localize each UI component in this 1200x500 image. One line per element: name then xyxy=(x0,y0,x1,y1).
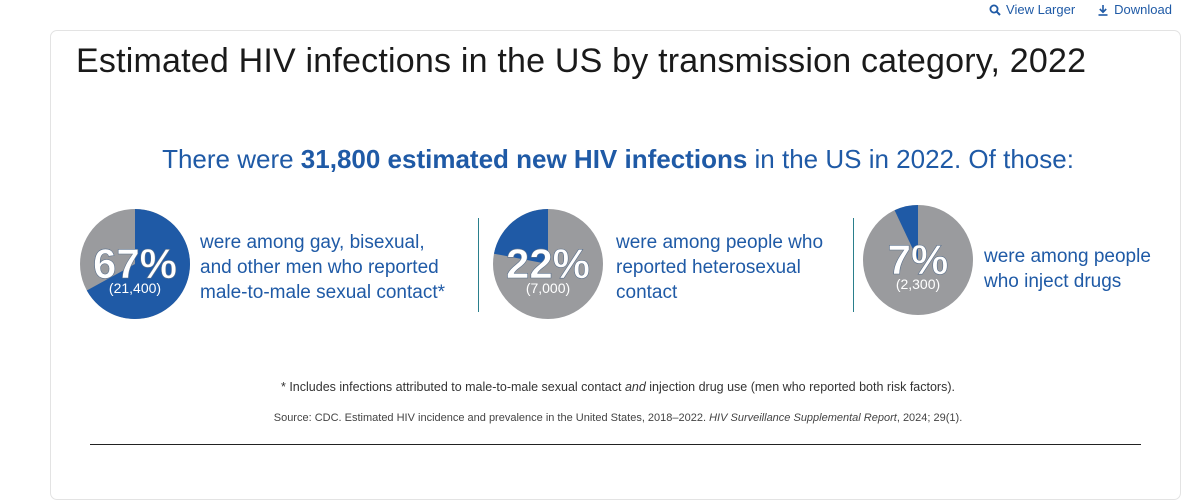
pie-percent-label-msm: 67% xyxy=(93,240,177,287)
source-citation: Source: CDC. Estimated HIV incidence and… xyxy=(0,412,1200,424)
slice-description-msm: were among gay, bisexual, and other men … xyxy=(200,232,445,303)
footnote-before: * Includes infections attributed to male… xyxy=(281,380,625,394)
pie-count-label-idu: (2,300) xyxy=(896,276,940,292)
headline-prefix: There were xyxy=(162,144,301,174)
download-label: Download xyxy=(1114,2,1172,17)
pie-slice-idu xyxy=(894,205,918,260)
pie-percent-label-heterosexual: 22% xyxy=(506,240,590,287)
pie-count-label-heterosexual: (7,000) xyxy=(526,280,570,296)
source-after: , 2024; 29(1). xyxy=(896,412,963,424)
headline-bold: 31,800 estimated new HIV infections xyxy=(300,144,748,174)
source-italic: HIV Surveillance Supplemental Report xyxy=(709,412,897,424)
pie-count-label-msm: (21,400) xyxy=(109,280,161,296)
chart-title: Estimated HIV infections in the US by tr… xyxy=(76,42,1087,80)
slice-description-heterosexual: were among people who reported heterosex… xyxy=(616,232,824,303)
pie-slice-msm xyxy=(86,209,190,319)
pie-percent-label-idu: 7% xyxy=(888,236,949,283)
download-link[interactable]: Download xyxy=(1097,2,1172,17)
footnote-after: injection drug use (men who reported bot… xyxy=(645,380,955,394)
download-icon xyxy=(1098,4,1108,16)
slice-description-idu: were among people who inject drugs xyxy=(984,246,1151,292)
divider-2 xyxy=(853,218,854,312)
headline: There were 31,800 estimated new HIV infe… xyxy=(0,144,1200,175)
magnifier-icon xyxy=(989,4,1001,16)
source-before: Source: CDC. Estimated HIV incidence and… xyxy=(273,412,710,424)
pie-charts: 67%(21,400) 22%(7,000) 7%(2,300) xyxy=(80,205,973,319)
footnote-italic: and xyxy=(624,380,646,394)
pie-slice-heterosexual xyxy=(493,209,548,264)
divider-1 xyxy=(478,218,479,312)
figure-toolbar: View Larger Download xyxy=(989,2,1172,17)
view-larger-label: View Larger xyxy=(1006,2,1076,17)
headline-suffix: in the US in 2022. Of those: xyxy=(747,144,1074,174)
bottom-rule xyxy=(90,444,1141,445)
view-larger-link[interactable]: View Larger xyxy=(989,2,1075,17)
footnote: * Includes infections attributed to male… xyxy=(0,380,1200,394)
